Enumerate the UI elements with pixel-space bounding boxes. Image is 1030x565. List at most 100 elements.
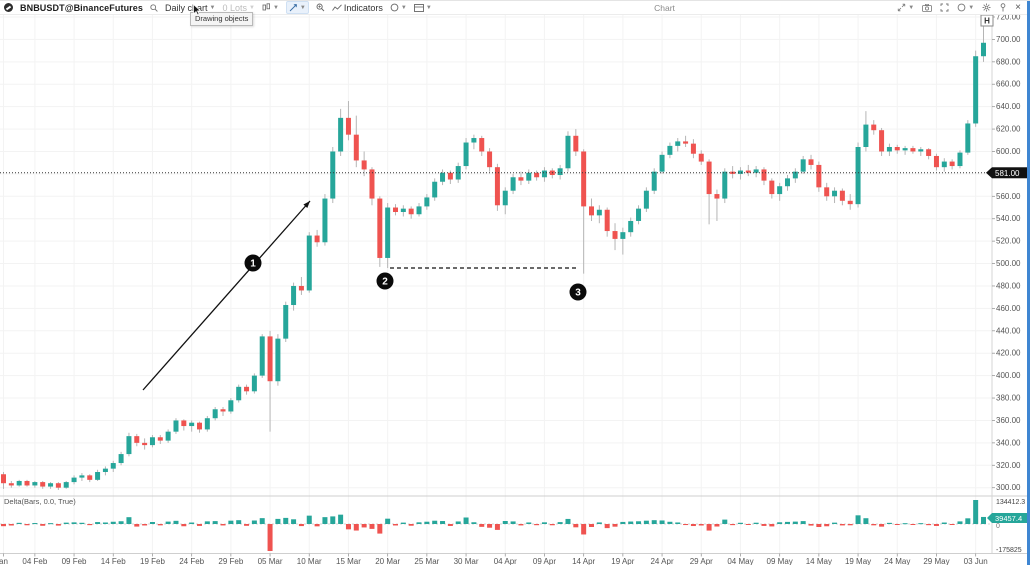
candle bbox=[886, 143, 892, 156]
candle bbox=[471, 134, 477, 150]
candle bbox=[322, 194, 328, 246]
svg-text:300.00: 300.00 bbox=[996, 483, 1021, 492]
svg-text:39457.4: 39457.4 bbox=[995, 514, 1022, 523]
svg-text:1: 1 bbox=[250, 259, 256, 270]
candle bbox=[204, 415, 210, 432]
chevron-down-icon: ▼ bbox=[272, 4, 279, 11]
indicators-label: Indicators bbox=[343, 2, 383, 13]
search-icon[interactable] bbox=[150, 3, 158, 12]
annotation-badge-2[interactable]: 2 bbox=[376, 272, 394, 290]
candle bbox=[408, 206, 414, 219]
candle bbox=[314, 229, 320, 247]
svg-text:24 May: 24 May bbox=[884, 557, 910, 565]
candle bbox=[338, 108, 344, 156]
candle bbox=[981, 25, 986, 62]
candle bbox=[651, 168, 657, 195]
time-axis[interactable]: an 04 Feb 09 Feb 14 Feb 19 Feb 24 Feb 29 Feb 05… bbox=[0, 553, 1030, 565]
timeframe-dropdown[interactable]: Daily chart ▼ bbox=[165, 3, 215, 13]
svg-text:03 Jun: 03 Jun bbox=[964, 557, 988, 565]
close-icon[interactable]: × bbox=[1015, 1, 1021, 13]
pin-icon[interactable] bbox=[999, 3, 1007, 12]
candle bbox=[118, 451, 124, 466]
candle bbox=[620, 227, 626, 255]
candle bbox=[220, 407, 226, 416]
chevron-down-icon: ▼ bbox=[209, 4, 216, 11]
autoscale-button[interactable]: H bbox=[980, 14, 994, 27]
candle bbox=[345, 101, 351, 141]
candle bbox=[197, 421, 202, 433]
candle bbox=[816, 161, 822, 192]
candle bbox=[581, 149, 587, 274]
candle bbox=[377, 196, 383, 267]
circle-tool-button[interactable]: ▼ bbox=[957, 3, 974, 12]
candle bbox=[832, 187, 838, 204]
indicators-button[interactable]: Indicators bbox=[331, 2, 383, 13]
zoom-icon[interactable] bbox=[316, 3, 325, 12]
candle bbox=[902, 145, 908, 155]
chevron-down-icon: ▼ bbox=[249, 4, 255, 11]
candle bbox=[126, 432, 132, 457]
candle bbox=[737, 167, 743, 180]
gear-icon[interactable] bbox=[982, 3, 991, 12]
candle bbox=[643, 187, 649, 213]
trend-arrow[interactable] bbox=[142, 200, 311, 391]
tooltip-drawing-objects: Drawing objects bbox=[190, 12, 254, 26]
candle bbox=[275, 334, 281, 386]
chart-type-icon bbox=[262, 3, 271, 12]
candle bbox=[667, 142, 673, 159]
toolbar-left: BNBUSDT@BinanceFutures Daily chart ▼ 0 Lo… bbox=[0, 1, 432, 14]
candle bbox=[965, 120, 971, 155]
drawing-objects-button[interactable]: ▼ bbox=[285, 1, 309, 14]
annotation-badge-3[interactable]: 3 bbox=[569, 283, 587, 301]
candle bbox=[1, 472, 6, 489]
svg-text:19 May: 19 May bbox=[845, 557, 871, 565]
delta-max-label: 134412.3 bbox=[996, 499, 1025, 506]
svg-text:04 Feb: 04 Feb bbox=[22, 557, 47, 565]
price-axis[interactable]: 720.00 700.00 680.00 660.00 640.00 620.00 600.… bbox=[991, 13, 1025, 555]
svg-text:620.00: 620.00 bbox=[996, 125, 1021, 134]
candle bbox=[212, 407, 218, 421]
layout-button[interactable]: ▼ bbox=[413, 3, 432, 12]
candle bbox=[40, 480, 46, 489]
candle bbox=[777, 182, 783, 201]
annotation-badge-1[interactable]: 1 bbox=[244, 254, 262, 272]
lots-dropdown[interactable]: 0 Lots ▼ bbox=[222, 3, 254, 13]
candle bbox=[165, 429, 171, 443]
candle bbox=[369, 167, 375, 206]
svg-text:H: H bbox=[984, 17, 990, 26]
symbol-label[interactable]: BNBUSDT@BinanceFutures bbox=[20, 2, 143, 13]
toolbar-right: ▼ ▼ × bbox=[897, 1, 1027, 13]
candle bbox=[236, 384, 242, 403]
chevron-down-icon: ▼ bbox=[968, 4, 975, 11]
candle bbox=[361, 151, 367, 177]
delta-indicator-label[interactable]: Delta(Bars, 0.0, True) bbox=[4, 497, 76, 506]
svg-text:460.00: 460.00 bbox=[996, 304, 1021, 313]
chart-type-button[interactable]: ▼ bbox=[262, 3, 279, 12]
candle bbox=[189, 420, 195, 432]
candle bbox=[440, 169, 446, 186]
svg-text:560.00: 560.00 bbox=[996, 192, 1021, 201]
candle bbox=[549, 168, 555, 179]
candle bbox=[847, 194, 853, 210]
candle bbox=[541, 167, 547, 182]
atas-logo-icon[interactable] bbox=[4, 3, 13, 12]
chevron-down-icon: ▼ bbox=[299, 4, 306, 11]
svg-text:640.00: 640.00 bbox=[996, 102, 1021, 111]
candle bbox=[385, 203, 391, 269]
candle bbox=[134, 433, 140, 447]
candle bbox=[48, 482, 54, 489]
camera-icon[interactable] bbox=[922, 3, 933, 12]
svg-text:400.00: 400.00 bbox=[996, 371, 1021, 380]
candle bbox=[628, 217, 634, 237]
candle bbox=[589, 198, 594, 221]
candle bbox=[949, 159, 955, 170]
candle bbox=[487, 148, 493, 172]
candle bbox=[479, 135, 485, 156]
candle bbox=[291, 282, 297, 311]
circle-tool-button[interactable]: ▼ bbox=[390, 3, 407, 12]
candle bbox=[573, 129, 579, 156]
resize-button[interactable]: ▼ bbox=[897, 3, 914, 12]
fullscreen-icon[interactable] bbox=[940, 3, 949, 12]
